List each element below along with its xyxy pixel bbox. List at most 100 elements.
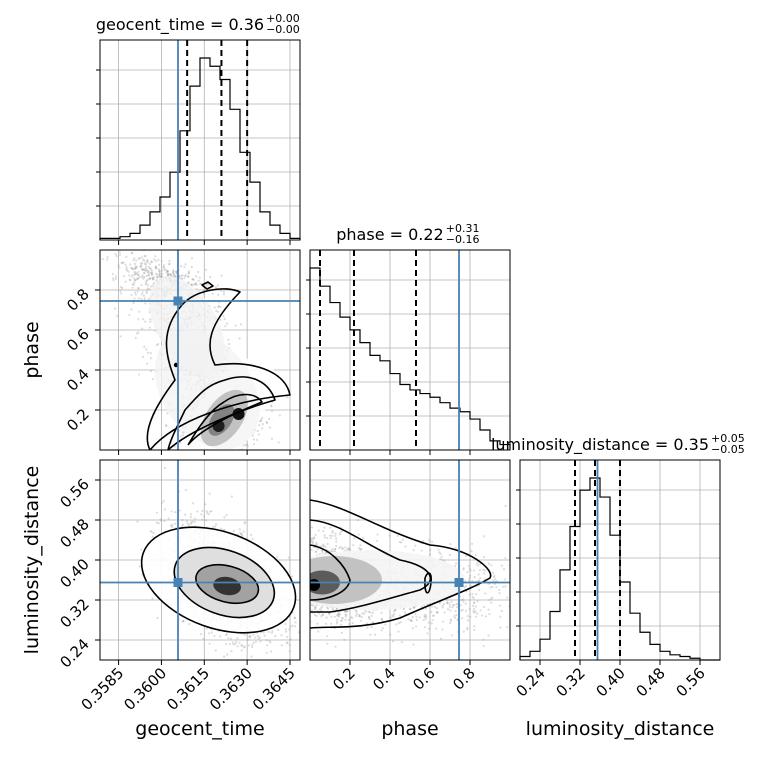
sample-point — [220, 527, 223, 530]
sample-point — [120, 287, 124, 290]
sample-point — [282, 556, 284, 558]
sample-point — [207, 283, 210, 286]
sample-point — [236, 637, 239, 640]
sample-point — [305, 601, 307, 603]
sample-point — [101, 258, 104, 261]
sample-point — [227, 637, 230, 640]
sample-point — [214, 649, 217, 652]
sample-point — [322, 530, 325, 533]
sample-point — [181, 274, 184, 277]
sample-point — [157, 268, 160, 271]
sample-point — [141, 267, 144, 270]
sample-point — [331, 534, 334, 537]
sample-point — [156, 273, 159, 276]
sample-point — [210, 510, 213, 513]
sample-point — [305, 574, 307, 576]
sample-point — [204, 455, 206, 457]
sample-point — [134, 266, 138, 270]
sample-point — [208, 510, 212, 513]
sample-point — [158, 273, 161, 276]
sample-point — [314, 605, 317, 608]
sample-point — [143, 262, 147, 265]
sample-point — [306, 553, 308, 555]
sample-point — [151, 276, 154, 280]
sample-point — [124, 263, 127, 266]
sample-point — [341, 617, 344, 620]
sample-point — [134, 336, 137, 340]
sample-point — [305, 578, 307, 580]
sample-point — [134, 265, 137, 268]
sample-point — [244, 444, 247, 447]
sample-point — [128, 274, 131, 277]
sample-point — [132, 283, 135, 286]
sample-point — [306, 579, 308, 581]
sample-point — [213, 634, 216, 638]
sample-point — [354, 614, 358, 618]
sample-point — [270, 405, 273, 408]
sample-point — [164, 508, 167, 511]
sample-point — [142, 318, 145, 321]
sample-point — [208, 492, 211, 495]
sample-point — [158, 270, 161, 273]
sample-point — [195, 275, 198, 278]
sample-point — [150, 271, 153, 274]
sample-point — [131, 252, 134, 255]
sample-point — [295, 555, 297, 557]
sample-point — [194, 283, 197, 286]
sample-point — [251, 643, 254, 646]
sample-point — [258, 424, 261, 427]
sample-point — [234, 324, 237, 327]
sample-point — [344, 610, 347, 613]
sample-point — [223, 516, 226, 519]
sample-point — [171, 525, 174, 529]
sample-point — [194, 453, 196, 455]
sample-point — [217, 305, 221, 308]
sample-point — [143, 297, 146, 300]
sample-point — [139, 262, 142, 265]
sample-point — [155, 521, 159, 524]
sample-point — [303, 545, 305, 547]
sample-point — [267, 630, 270, 634]
sample-point — [131, 283, 134, 286]
sample-point — [263, 634, 266, 637]
sample-point — [225, 634, 228, 637]
sample-point — [173, 445, 176, 448]
sample-point — [180, 435, 183, 438]
sample-point — [215, 523, 218, 526]
sample-point — [148, 277, 152, 280]
sample-point — [145, 267, 148, 270]
sample-point — [307, 549, 309, 551]
sample-point — [111, 272, 114, 276]
sample-point — [266, 644, 269, 647]
sample-point — [138, 275, 141, 278]
sample-point — [274, 634, 277, 638]
sample-point — [181, 431, 184, 434]
sample-point — [165, 271, 168, 274]
sample-point — [148, 288, 151, 291]
sample-point — [286, 641, 289, 644]
sample-point — [175, 271, 178, 274]
sample-point — [238, 337, 241, 340]
sample-point — [135, 259, 138, 262]
sample-point — [341, 547, 344, 550]
sample-point — [335, 540, 338, 543]
sample-point — [306, 568, 308, 570]
sample-point — [252, 438, 255, 441]
title-main: luminosity_distance = 0.35 — [491, 435, 709, 455]
sample-point — [144, 265, 148, 268]
sample-point — [301, 570, 303, 572]
sample-point — [250, 655, 253, 658]
sample-point — [234, 642, 237, 646]
sample-point — [158, 270, 161, 273]
sample-point — [369, 633, 372, 636]
sample-point — [143, 345, 146, 348]
sample-point — [311, 604, 315, 607]
sample-point — [134, 279, 137, 282]
sample-point — [261, 422, 264, 426]
sample-point — [188, 524, 191, 527]
sample-point — [291, 624, 294, 627]
sample-point — [204, 519, 208, 522]
sample-point — [329, 537, 332, 540]
sample-point — [151, 277, 155, 280]
